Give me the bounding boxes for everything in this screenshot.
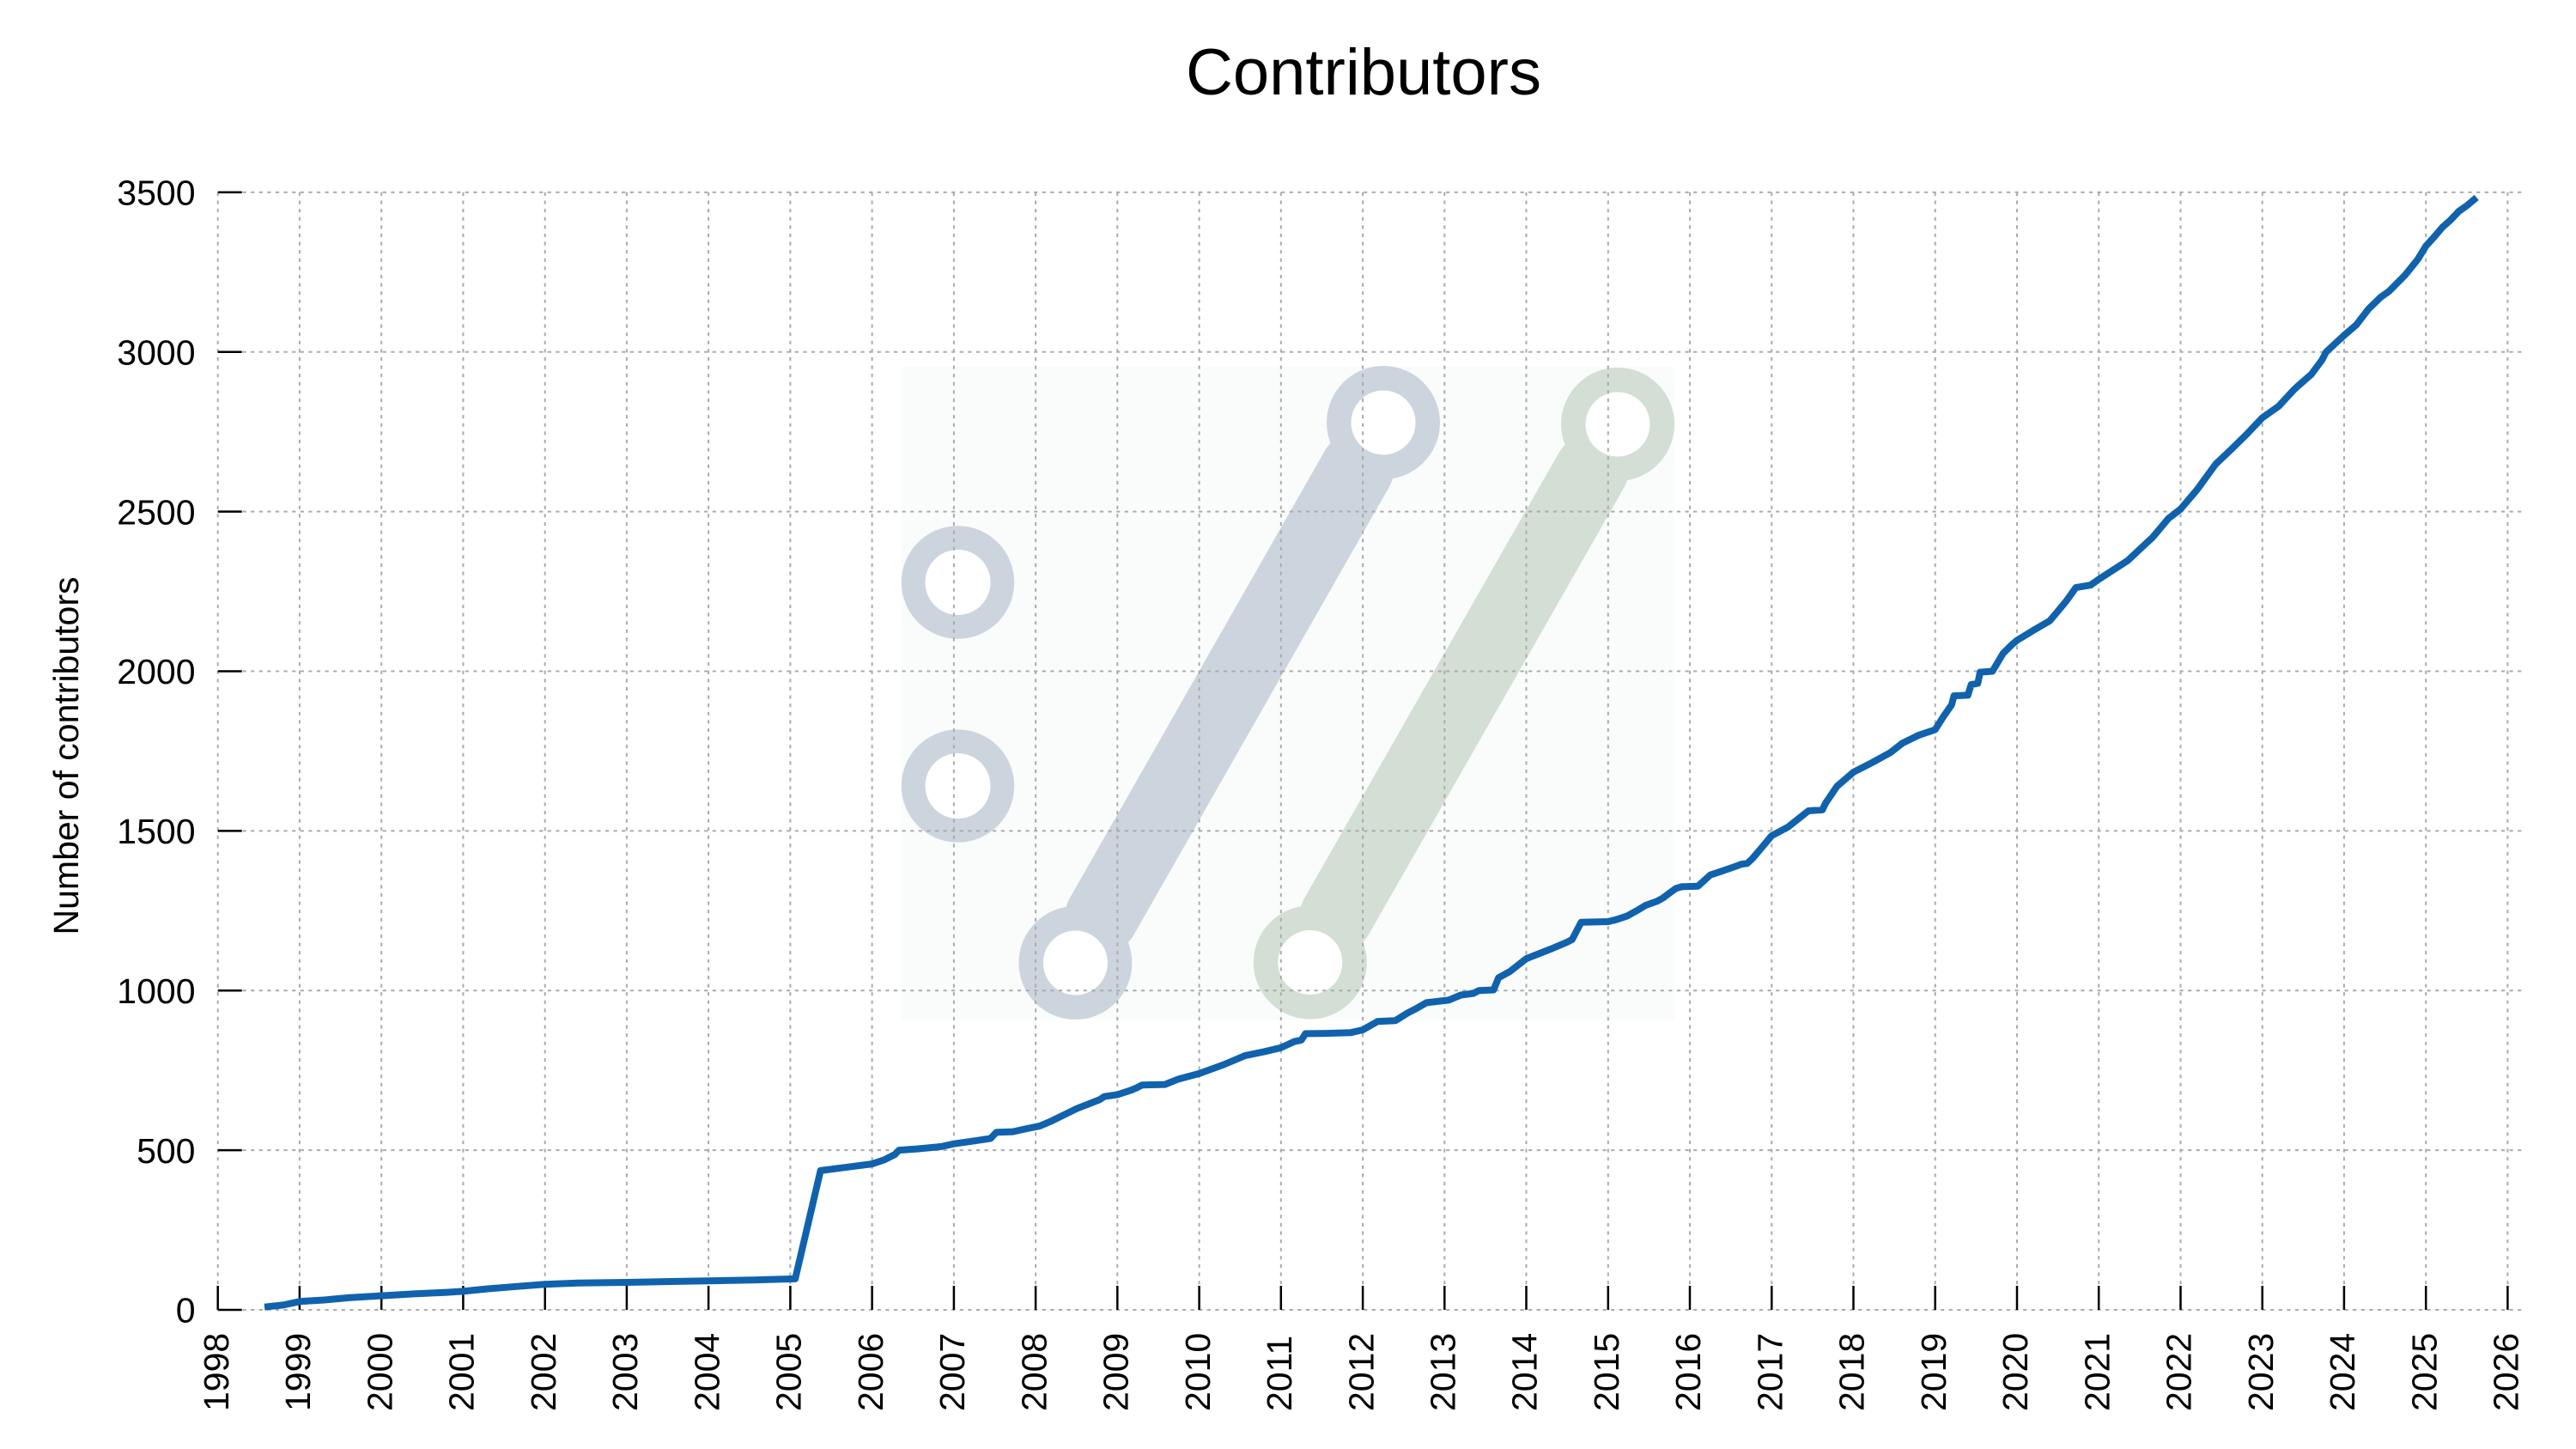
svg-text:2007: 2007 xyxy=(933,1333,972,1411)
svg-text:2000: 2000 xyxy=(360,1333,399,1411)
svg-text:2022: 2022 xyxy=(2160,1333,2199,1411)
svg-text:500: 500 xyxy=(137,1131,195,1171)
svg-text:2019: 2019 xyxy=(1914,1333,1953,1411)
svg-text:2024: 2024 xyxy=(2323,1333,2362,1411)
svg-text:2015: 2015 xyxy=(1587,1333,1626,1411)
svg-text:2001: 2001 xyxy=(442,1333,482,1411)
svg-text:2500: 2500 xyxy=(117,492,195,532)
svg-text:2017: 2017 xyxy=(1751,1333,1790,1411)
svg-text:2026: 2026 xyxy=(2487,1333,2526,1411)
svg-text:2025: 2025 xyxy=(2404,1333,2444,1411)
svg-text:2002: 2002 xyxy=(524,1333,563,1411)
svg-text:2020: 2020 xyxy=(1996,1333,2035,1411)
svg-text:2010: 2010 xyxy=(1178,1333,1218,1411)
svg-text:Contributors: Contributors xyxy=(1186,36,1541,109)
svg-text:0: 0 xyxy=(176,1291,196,1330)
svg-text:1000: 1000 xyxy=(117,971,195,1011)
svg-text:2011: 2011 xyxy=(1260,1336,1299,1411)
svg-text:2016: 2016 xyxy=(1668,1333,1708,1411)
svg-text:1500: 1500 xyxy=(117,812,195,851)
svg-text:2000: 2000 xyxy=(117,652,195,691)
svg-text:2004: 2004 xyxy=(687,1333,726,1411)
svg-text:2021: 2021 xyxy=(2077,1333,2117,1411)
svg-text:2012: 2012 xyxy=(1341,1333,1381,1411)
svg-text:3000: 3000 xyxy=(117,333,195,373)
svg-text:2005: 2005 xyxy=(769,1333,809,1411)
svg-text:2023: 2023 xyxy=(2241,1333,2281,1411)
svg-text:2009: 2009 xyxy=(1097,1333,1136,1411)
svg-text:2014: 2014 xyxy=(1505,1333,1545,1411)
svg-text:2008: 2008 xyxy=(1014,1333,1054,1411)
svg-text:2018: 2018 xyxy=(1832,1333,1872,1411)
svg-text:2013: 2013 xyxy=(1424,1333,1463,1411)
svg-text:1998: 1998 xyxy=(197,1333,236,1411)
svg-text:1999: 1999 xyxy=(278,1333,318,1411)
svg-text:Number of contributors: Number of contributors xyxy=(46,576,86,935)
svg-text:3500: 3500 xyxy=(117,174,195,213)
svg-text:2003: 2003 xyxy=(605,1333,645,1411)
svg-text:2006: 2006 xyxy=(851,1333,890,1411)
